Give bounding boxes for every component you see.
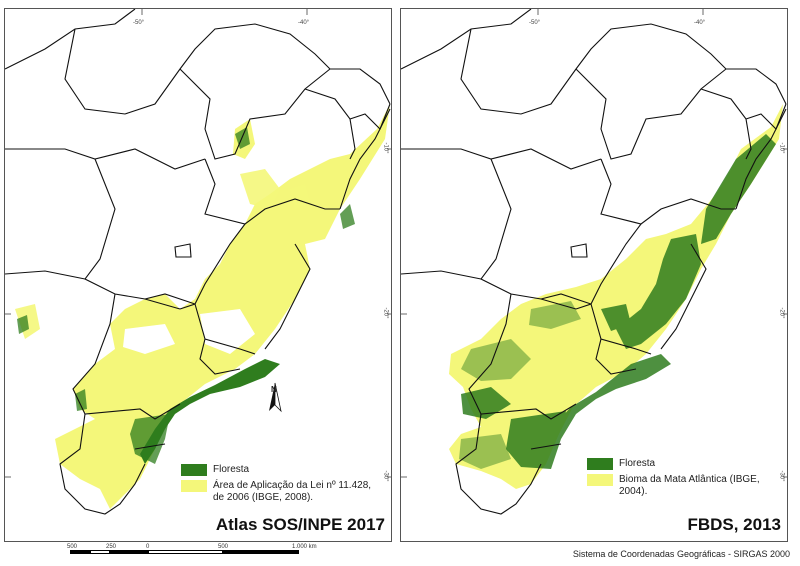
legend-item-forest-right: Floresta bbox=[587, 458, 783, 470]
crs-label: Sistema de Coordenadas Geográficas - SIR… bbox=[572, 549, 790, 559]
swatch-forest bbox=[181, 464, 207, 476]
tick-top-1-right: -50° bbox=[529, 20, 541, 26]
tick-top-2: -40° bbox=[298, 20, 310, 26]
scale-label-250: 250 bbox=[106, 544, 117, 550]
scale-label-500-left: 500 bbox=[67, 544, 78, 550]
panel-title-left: Atlas SOS/INPE 2017 bbox=[215, 515, 385, 534]
north-arrow-icon bbox=[269, 382, 282, 413]
panel-title-right: FBDS, 2013 bbox=[687, 515, 781, 534]
state-borders bbox=[5, 9, 391, 515]
swatch-biome bbox=[587, 474, 613, 486]
map-panel-right: -50° -40° -10° -20° -30° Floresta Bioma … bbox=[400, 8, 788, 542]
tick-right-3: -30° bbox=[382, 470, 389, 482]
swatch-area bbox=[181, 480, 207, 492]
legend-right: Floresta Bioma da Mata Atlântica (IBGE, … bbox=[587, 458, 783, 502]
legend-label-area: Área de Aplicação da Lei nº 11.428, de 2… bbox=[213, 480, 372, 503]
tick-right-1-right: -10° bbox=[778, 142, 785, 154]
scale-bar: 500 250 0 500 1.000 km bbox=[67, 544, 330, 564]
legend-label-forest: Floresta bbox=[213, 464, 250, 475]
legend-item-biome: Bioma da Mata Atlântica (IBGE, 2004). bbox=[587, 474, 783, 498]
tick-right-1: -10° bbox=[382, 142, 389, 154]
tick-top-2-right: -40° bbox=[694, 20, 706, 26]
legend-label-biome: Bioma da Mata Atlântica (IBGE, 2004). bbox=[619, 474, 760, 497]
tick-top-1: -50° bbox=[133, 20, 145, 26]
legend-label-forest-right: Floresta bbox=[619, 458, 656, 469]
legend-item-area: Área de Aplicação da Lei nº 11.428, de 2… bbox=[181, 480, 381, 504]
scale-label-0: 0 bbox=[146, 544, 150, 550]
north-label: N bbox=[271, 385, 277, 394]
scale-label-500: 500 bbox=[218, 544, 229, 550]
map-right bbox=[401, 9, 787, 515]
forest-green-right bbox=[461, 134, 776, 469]
biome-yellow bbox=[449, 104, 783, 489]
scale-label-1000: 1.000 km bbox=[292, 544, 317, 550]
map-panel-left: -50° -40° -10° -20° -30° N Floresta Área… bbox=[4, 8, 392, 542]
tick-right-2: -20° bbox=[382, 307, 389, 319]
legend-left: Floresta Área de Aplicação da Lei nº 11.… bbox=[181, 464, 381, 508]
legend-item-forest: Floresta bbox=[181, 464, 381, 476]
tick-right-2-right: -20° bbox=[778, 307, 785, 319]
forest-green bbox=[140, 359, 280, 464]
swatch-forest-right bbox=[587, 458, 613, 470]
map-left bbox=[5, 9, 391, 515]
area-yellow bbox=[55, 104, 390, 509]
state-borders-right bbox=[401, 9, 787, 515]
